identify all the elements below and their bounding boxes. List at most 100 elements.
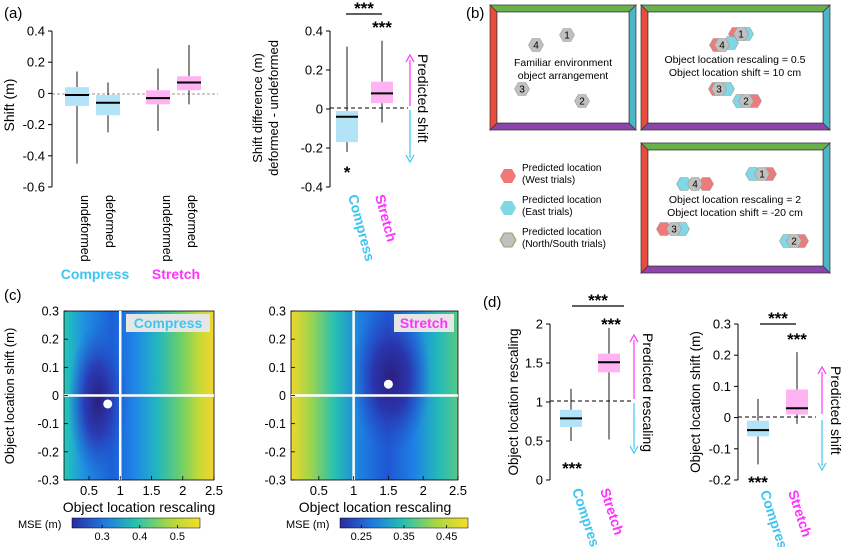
c1-ytick-label: 0.3 [42,305,59,319]
d1-ytick-label: 0 [536,473,543,488]
c1-xtick-label: 1.5 [142,483,160,498]
c1-colorbar-label: MSE (m) [18,519,61,531]
d2-ytick-label: 0.1 [713,379,731,394]
env2-object-3-ns-label: 3 [716,85,722,96]
env3-object-1-ns [754,167,770,181]
object-3-hexagon-label: 3 [519,85,525,96]
env3-object-2-ns-label: 2 [791,237,797,248]
c1-xtick-label: 2 [179,483,186,498]
d1-bottom-stars: *** [562,459,582,478]
d2-arrow-down-head [817,462,827,472]
chart-shift-difference-boxplot: Shift difference (m) deformed - undeform… [250,0,431,263]
env2-object-4-ns-label: 4 [719,41,725,52]
a1-cat-1: undeformed [78,195,92,262]
c2-cbar-label: 0.45 [436,531,457,543]
a2-top-stars: *** [372,18,392,37]
env3-object-4-ns-label: 4 [692,180,698,191]
a1-box [65,87,89,106]
a2-arrow-down-head [405,154,415,164]
d2-ylabel: Object location shift (m) [688,331,703,473]
d2-arrow-up-head [817,365,827,375]
legend-east-line2: (East trials) [522,207,573,218]
c2-colorbar-label: MSE (m) [286,519,329,531]
c1-cbar-label: 0.3 [94,531,109,543]
d2-cat-stretch: Stretch [785,488,815,539]
d2-box [786,389,808,415]
c1-cbar-label: 0.5 [170,531,185,543]
legend-hexagon-1 [500,169,516,183]
d2-ytick-label: 0.3 [713,317,731,332]
a2-ylabel: Shift difference (m) [250,53,265,163]
a1-box [96,94,120,116]
chart-shift-boxplot-d: Object location shift (m) 0.3 0.2 0.1 0 -0.1… [688,309,844,547]
c1-colorbar [71,517,201,529]
predicted-location-legend: Predicted location (West trials) Predict… [499,163,606,250]
env3-object-4-ns [687,177,703,191]
a2-ytick-label: 0.2 [305,63,323,78]
c1-xtick-label: 2.5 [205,483,223,498]
legend-ns-line1: Predicted location [522,227,602,238]
c2-xtick-label: 2.5 [449,483,467,498]
d2-ytick-label: 0.2 [713,348,731,363]
d2-ytick-label: -0.2 [709,473,731,488]
object-1-hexagon-label: 1 [564,31,570,42]
heatmap-stretch: Stretch 0.5 1 1.5 2 2.5 0.3 0.2 0.1 0 -0.1 -0.2 -0.… [264,305,469,543]
legend-west-line1: Predicted location [522,163,602,174]
d1-ytick-label: 0.5 [525,434,543,449]
environment-stretch: Object location rescaling = 2 Object loc… [640,142,831,274]
heatmap-compress: Compress 0.5 1 1.5 2 2.5 0.3 0.2 0.1 0 -0.1 -0.2 -0… [2,305,223,544]
env3-object-1-ns-label: 1 [759,170,765,181]
c1-xtick-label: 1 [117,483,124,498]
a2-bottom-star: * [344,163,351,182]
env3-text-2: Object location shift = -20 cm [667,207,803,219]
c2-ytick-label: -0.1 [264,417,286,431]
c2-xtick-label: 0.5 [310,483,328,498]
panel-label-a: (a) [4,5,22,22]
env1-text-2: object arrangement [518,70,609,82]
c1-label-box [126,314,210,332]
env2-text-2: Object location shift = 10 cm [669,67,801,79]
object-4-hexagon [528,38,544,52]
c1-label: Compress [134,315,203,331]
d1-top-stars: *** [601,315,621,334]
env3-object-3-ns [666,222,682,236]
a1-group-stretch: Stretch [152,266,200,282]
c1-minimum-well [68,323,128,479]
env2-object-2-ns [738,94,754,108]
panel-label-d: (d) [483,294,501,311]
c2-cbar-label: 0.35 [393,531,414,543]
d1-bracket-stars: *** [588,291,608,310]
a2-ytick-label: -0.4 [301,180,323,195]
a2-ylabel2: deformed - undeformed [266,40,281,176]
environment-familiar: Familiar environment object arrangement … [489,4,637,131]
a1-ytick-label: -0.6 [23,180,45,195]
c1-ytick-label: 0.2 [42,333,59,347]
a2-bracket-stars: *** [354,0,374,18]
legend-west-line2: (West trials) [522,175,575,186]
d1-arrow-down-head [629,445,639,455]
chart-rescaling-boxplot: Object location rescaling 21.510.50 *** … [506,291,656,547]
c2-xtick-label: 2 [420,483,427,498]
legend-hexagon-2 [500,201,516,215]
c1-ytick-label: -0.2 [37,445,59,459]
c1-cbar-label: 0.4 [132,531,147,543]
a2-ytick-label: 0 [316,102,323,117]
a1-cat-3: undeformed [160,195,174,262]
legend-east-line1: Predicted location [522,195,602,206]
env2-object-2-ns-label: 2 [743,97,749,108]
c1-ylabel: Object location shift (m) [2,328,17,465]
c1-ytick-label: 0 [52,389,59,403]
panel-label-c: (c) [4,287,22,304]
a2-cat-stretch: Stretch [372,193,400,244]
a1-ytick-label: -0.4 [23,148,45,163]
c2-ytick-label: -0.3 [264,474,286,488]
d1-ytick-label: 2 [536,317,543,332]
environment-compress: Object location rescaling = 0.5 Object l… [640,4,831,131]
object-2-hexagon-label: 2 [579,97,585,108]
a1-cat-2: deformed [103,195,117,248]
d2-arrow-label: Predicted shift [828,366,844,455]
env2-object-3-ns [711,82,727,96]
c2-ytick-label: 0.2 [269,333,286,347]
a2-arrow-up-head [405,53,415,63]
